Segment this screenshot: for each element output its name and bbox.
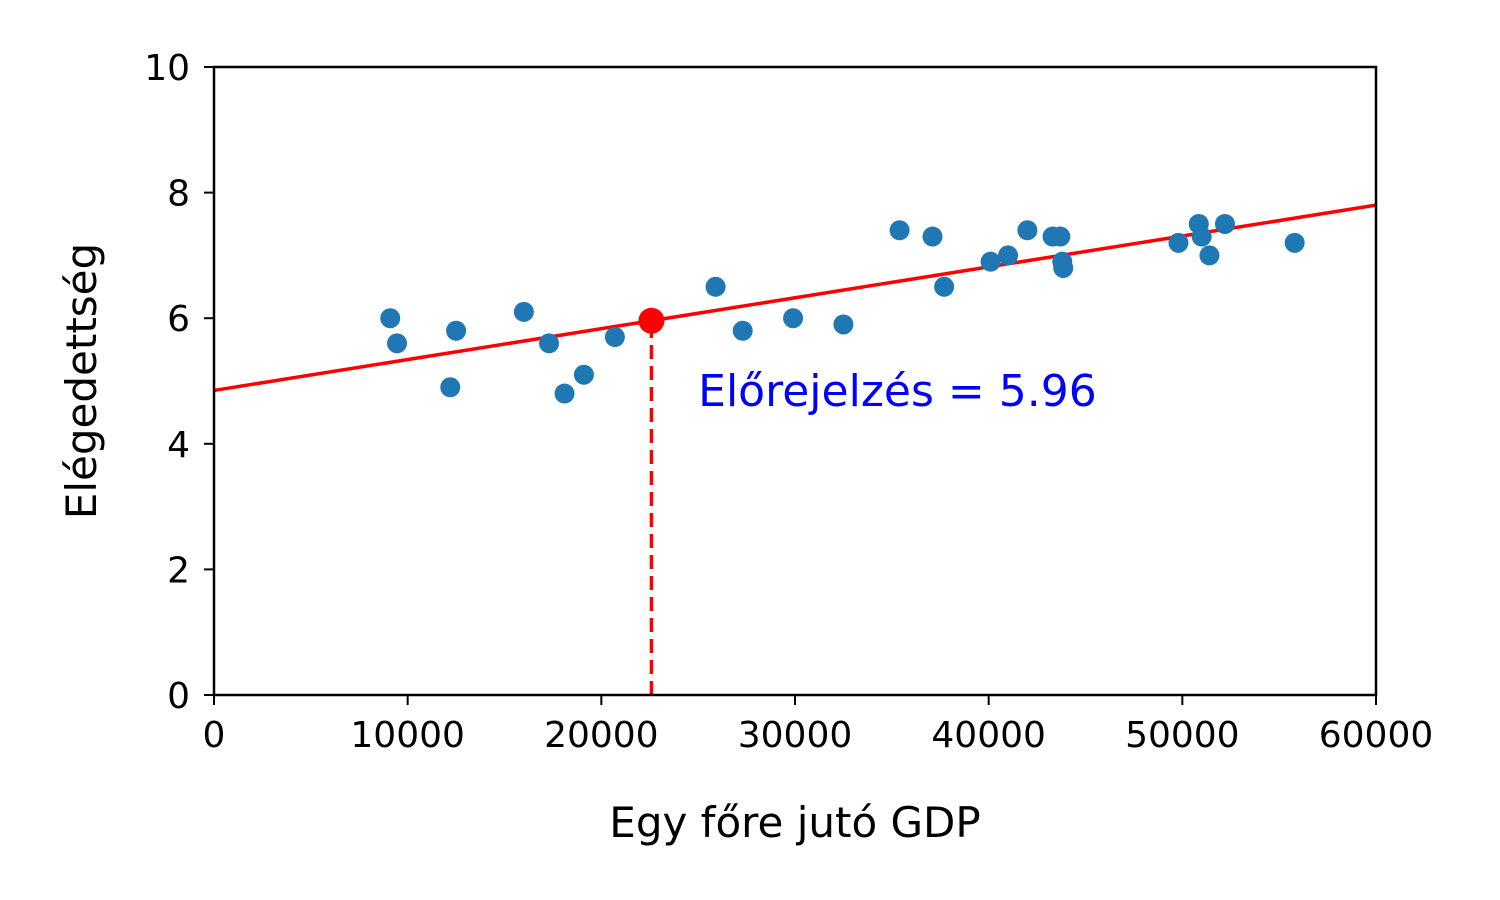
data-point — [1284, 232, 1305, 253]
data-point — [539, 333, 560, 354]
x-tick-label: 20000 — [544, 715, 659, 756]
prediction-point — [638, 307, 665, 334]
y-tick-label: 10 — [144, 48, 190, 89]
data-point — [934, 276, 955, 297]
data-point — [1214, 214, 1235, 234]
y-tick-label: 0 — [167, 676, 190, 717]
data-point — [705, 276, 726, 297]
data-point — [922, 226, 943, 247]
data-point — [783, 308, 804, 329]
data-point — [1053, 257, 1074, 278]
data-point — [889, 220, 910, 241]
x-axis-label: Egy főre jutó GDP — [609, 798, 980, 847]
y-tick-label: 2 — [167, 550, 190, 591]
data-point — [1050, 226, 1071, 247]
data-point — [732, 320, 753, 341]
y-tick-label: 4 — [167, 425, 190, 466]
y-tick-label: 6 — [167, 299, 190, 340]
data-point — [446, 320, 467, 341]
x-tick-label: 30000 — [738, 715, 853, 756]
data-point — [554, 383, 575, 404]
y-axis-label: Elégedettség — [57, 243, 106, 519]
data-point — [440, 377, 461, 398]
x-tick-label: 0 — [203, 715, 226, 756]
data-point — [1199, 245, 1220, 266]
x-tick-label: 50000 — [1125, 715, 1240, 756]
data-point — [387, 333, 408, 354]
data-point — [1191, 226, 1212, 247]
x-tick-label: 10000 — [350, 715, 465, 756]
axes-ticks: 0 10000 20000 30000 40000 50000 60000 0 2 4 6 8 10 — [144, 48, 1433, 756]
x-tick-label: 60000 — [1319, 715, 1434, 756]
data-point — [573, 364, 594, 385]
data-point — [604, 327, 625, 348]
data-point — [980, 251, 1001, 272]
data-point — [380, 308, 401, 329]
y-tick-label: 8 — [167, 174, 190, 215]
data-point — [1168, 232, 1189, 253]
data-point — [513, 301, 534, 322]
plot-area — [213, 203, 1377, 695]
data-point — [833, 314, 854, 335]
data-point — [1017, 220, 1038, 241]
prediction-annotation: Előrejelzés = 5.96 — [698, 366, 1097, 417]
data-point — [998, 245, 1019, 266]
x-tick-label: 40000 — [931, 715, 1046, 756]
